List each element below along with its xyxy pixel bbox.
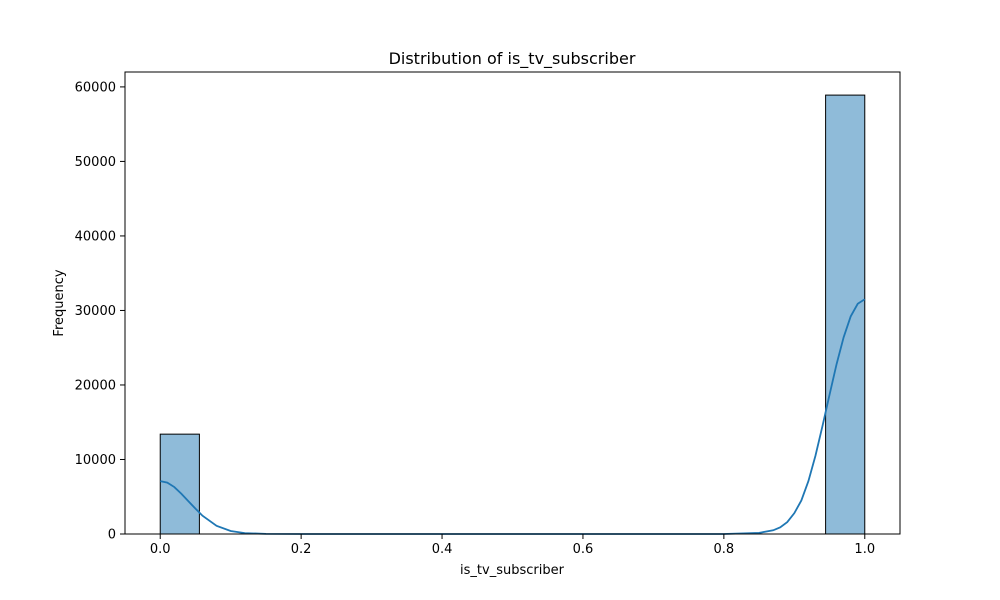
y-tick-label: 50000 bbox=[75, 155, 116, 170]
y-tick-label: 60000 bbox=[75, 80, 116, 95]
x-axis-ticks: 0.0 0.2 0.4 0.6 0.8 1.0 bbox=[150, 534, 875, 557]
y-tick-label: 30000 bbox=[75, 304, 116, 319]
y-tick-label: 20000 bbox=[75, 378, 116, 393]
x-tick-label: 0.6 bbox=[573, 542, 594, 557]
x-tick-label: 0.2 bbox=[291, 542, 312, 557]
y-tick-label: 10000 bbox=[75, 453, 116, 468]
bars-group bbox=[159, 94, 866, 535]
x-tick-label: 0.8 bbox=[714, 542, 735, 557]
histogram-bar-0 bbox=[159, 433, 200, 535]
y-tick-label: 0 bbox=[108, 528, 116, 543]
x-axis-label: is_tv_subscriber bbox=[460, 563, 565, 578]
y-axis-label: Frequency bbox=[52, 269, 67, 336]
x-tick-label: 1.0 bbox=[854, 542, 875, 557]
y-tick-label: 40000 bbox=[75, 229, 116, 244]
x-tick-label: 0.4 bbox=[432, 542, 453, 557]
chart-title: Distribution of is_tv_subscriber bbox=[389, 49, 636, 69]
axes-frame bbox=[124, 71, 901, 535]
y-axis-ticks: 0 10000 20000 30000 40000 50000 60000 bbox=[75, 80, 125, 543]
x-tick-label: 0.0 bbox=[150, 542, 171, 557]
kde-curve bbox=[160, 298, 866, 535]
histogram-bar-1 bbox=[825, 94, 866, 535]
